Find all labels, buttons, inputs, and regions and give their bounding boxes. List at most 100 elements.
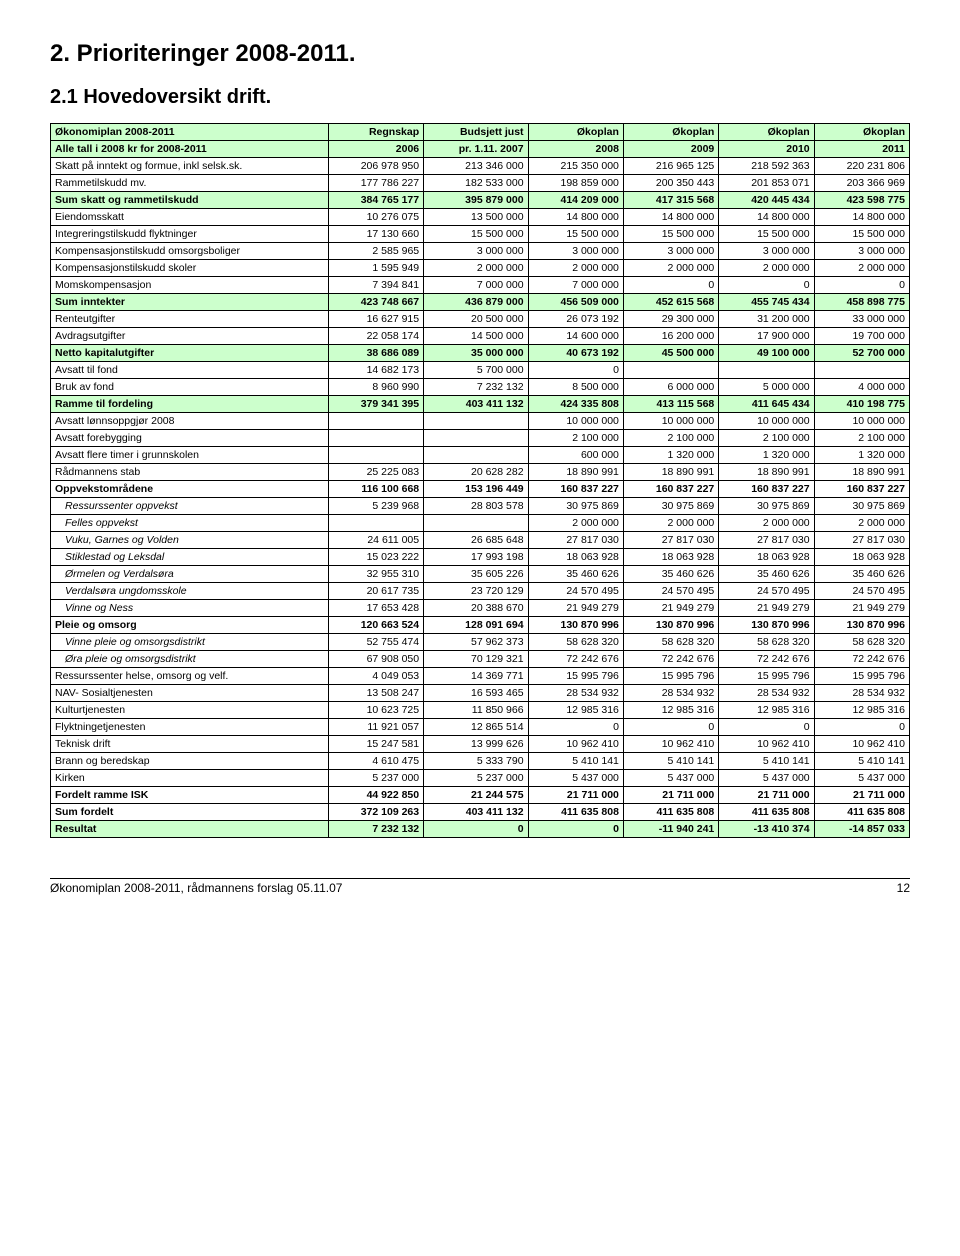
row-label: Resultat — [51, 821, 329, 838]
table-row: Skatt på inntekt og formue, inkl selsk.s… — [51, 158, 910, 175]
row-value: 21 949 279 — [528, 600, 623, 617]
table-header-row: Økonomiplan 2008-2011RegnskapBudsjett ju… — [51, 124, 910, 141]
row-value: 33 000 000 — [814, 311, 909, 328]
table-row: Ørmelen og Verdalsøra32 955 31035 605 22… — [51, 566, 910, 583]
row-value: 160 837 227 — [528, 481, 623, 498]
row-value: 0 — [528, 719, 623, 736]
row-label: Kirken — [51, 770, 329, 787]
row-value: 27 817 030 — [623, 532, 718, 549]
table-row: Integreringstilskudd flyktninger17 130 6… — [51, 226, 910, 243]
row-label: Brann og beredskap — [51, 753, 329, 770]
row-label: Sum skatt og rammetilskudd — [51, 192, 329, 209]
row-value: 379 341 395 — [328, 396, 423, 413]
row-value: 3 000 000 — [623, 243, 718, 260]
row-value: 2 585 965 — [328, 243, 423, 260]
table-row: Kompensasjonstilskudd skoler1 595 9492 0… — [51, 260, 910, 277]
row-value: 5 237 000 — [328, 770, 423, 787]
row-value: 7 000 000 — [528, 277, 623, 294]
row-value: 30 975 869 — [719, 498, 814, 515]
row-value: 411 635 808 — [528, 804, 623, 821]
row-value: 35 460 626 — [814, 566, 909, 583]
row-value: 29 300 000 — [623, 311, 718, 328]
row-value: 1 320 000 — [814, 447, 909, 464]
row-value: 57 962 373 — [424, 634, 528, 651]
table-row: Renteutgifter16 627 91520 500 00026 073 … — [51, 311, 910, 328]
row-value: 15 247 581 — [328, 736, 423, 753]
row-value: 8 960 990 — [328, 379, 423, 396]
row-value: 411 635 808 — [719, 804, 814, 821]
row-value: 10 276 075 — [328, 209, 423, 226]
row-value: 4 610 475 — [328, 753, 423, 770]
row-value: 15 500 000 — [424, 226, 528, 243]
row-value: 38 686 089 — [328, 345, 423, 362]
row-value: 395 879 000 — [424, 192, 528, 209]
row-value: 17 900 000 — [719, 328, 814, 345]
row-value: 0 — [814, 277, 909, 294]
row-value — [424, 430, 528, 447]
row-value: 35 460 626 — [623, 566, 718, 583]
row-value — [424, 515, 528, 532]
row-value: 27 817 030 — [528, 532, 623, 549]
row-value: 177 786 227 — [328, 175, 423, 192]
row-value: 18 890 991 — [528, 464, 623, 481]
footer-left: Økonomiplan 2008-2011, rådmannens forsla… — [50, 881, 342, 895]
row-value: 4 049 053 — [328, 668, 423, 685]
row-value: 12 985 316 — [623, 702, 718, 719]
row-value: 58 628 320 — [814, 634, 909, 651]
row-label: Vinne pleie og omsorgsdistrikt — [51, 634, 329, 651]
row-value: 0 — [814, 719, 909, 736]
row-value: 72 242 676 — [814, 651, 909, 668]
row-value: 27 817 030 — [719, 532, 814, 549]
row-value: 21 949 279 — [719, 600, 814, 617]
table-row: Sum inntekter423 748 667436 879 000456 5… — [51, 294, 910, 311]
row-value: 13 500 000 — [424, 209, 528, 226]
row-value: 10 962 410 — [528, 736, 623, 753]
row-value: 423 748 667 — [328, 294, 423, 311]
row-label: Vuku, Garnes og Volden — [51, 532, 329, 549]
row-label: Rammetilskudd mv. — [51, 175, 329, 192]
row-value: 72 242 676 — [719, 651, 814, 668]
row-label: Avsatt forebygging — [51, 430, 329, 447]
heading-1: 2. Prioriteringer 2008-2011. — [50, 40, 910, 68]
row-value: 15 995 796 — [528, 668, 623, 685]
row-value: 26 685 648 — [424, 532, 528, 549]
table-row: Sum skatt og rammetilskudd384 765 177395… — [51, 192, 910, 209]
row-value: 218 592 363 — [719, 158, 814, 175]
row-value: 2 000 000 — [623, 515, 718, 532]
table-row: Stiklestad og Leksdal15 023 22217 993 19… — [51, 549, 910, 566]
row-value: 5 410 141 — [719, 753, 814, 770]
table-row: Avsatt lønnsoppgjør 200810 000 00010 000… — [51, 413, 910, 430]
row-value: 128 091 694 — [424, 617, 528, 634]
row-value: 16 627 915 — [328, 311, 423, 328]
table-row: Ressurssenter oppvekst5 239 96828 803 57… — [51, 498, 910, 515]
row-label: Fordelt ramme ISK — [51, 787, 329, 804]
row-value: 14 369 771 — [424, 668, 528, 685]
row-value: 72 242 676 — [623, 651, 718, 668]
row-value: 2 000 000 — [719, 260, 814, 277]
table-row: Resultat7 232 13200-11 940 241-13 410 37… — [51, 821, 910, 838]
row-value: 411 635 808 — [623, 804, 718, 821]
row-label: Vinne og Ness — [51, 600, 329, 617]
table-row: Teknisk drift15 247 58113 999 62610 962 … — [51, 736, 910, 753]
table-row: Fordelt ramme ISK44 922 85021 244 57521 … — [51, 787, 910, 804]
row-value: 18 890 991 — [814, 464, 909, 481]
table-row: Avsatt flere timer i grunnskolen600 0001… — [51, 447, 910, 464]
row-value: 10 962 410 — [719, 736, 814, 753]
table-header-cell: Budsjett just — [424, 124, 528, 141]
row-value: 21 711 000 — [528, 787, 623, 804]
row-value: 14 800 000 — [814, 209, 909, 226]
row-value: 35 000 000 — [424, 345, 528, 362]
row-value: 0 — [623, 719, 718, 736]
row-label: Integreringstilskudd flyktninger — [51, 226, 329, 243]
row-value: 2 000 000 — [814, 515, 909, 532]
row-value — [328, 447, 423, 464]
row-value: 5 410 141 — [528, 753, 623, 770]
row-value: 5 410 141 — [623, 753, 718, 770]
row-value: 21 711 000 — [623, 787, 718, 804]
row-value — [719, 362, 814, 379]
row-value: 0 — [719, 277, 814, 294]
row-value: 12 985 316 — [719, 702, 814, 719]
row-label: Ressurssenter helse, omsorg og velf. — [51, 668, 329, 685]
row-value: 436 879 000 — [424, 294, 528, 311]
row-value: 160 837 227 — [623, 481, 718, 498]
